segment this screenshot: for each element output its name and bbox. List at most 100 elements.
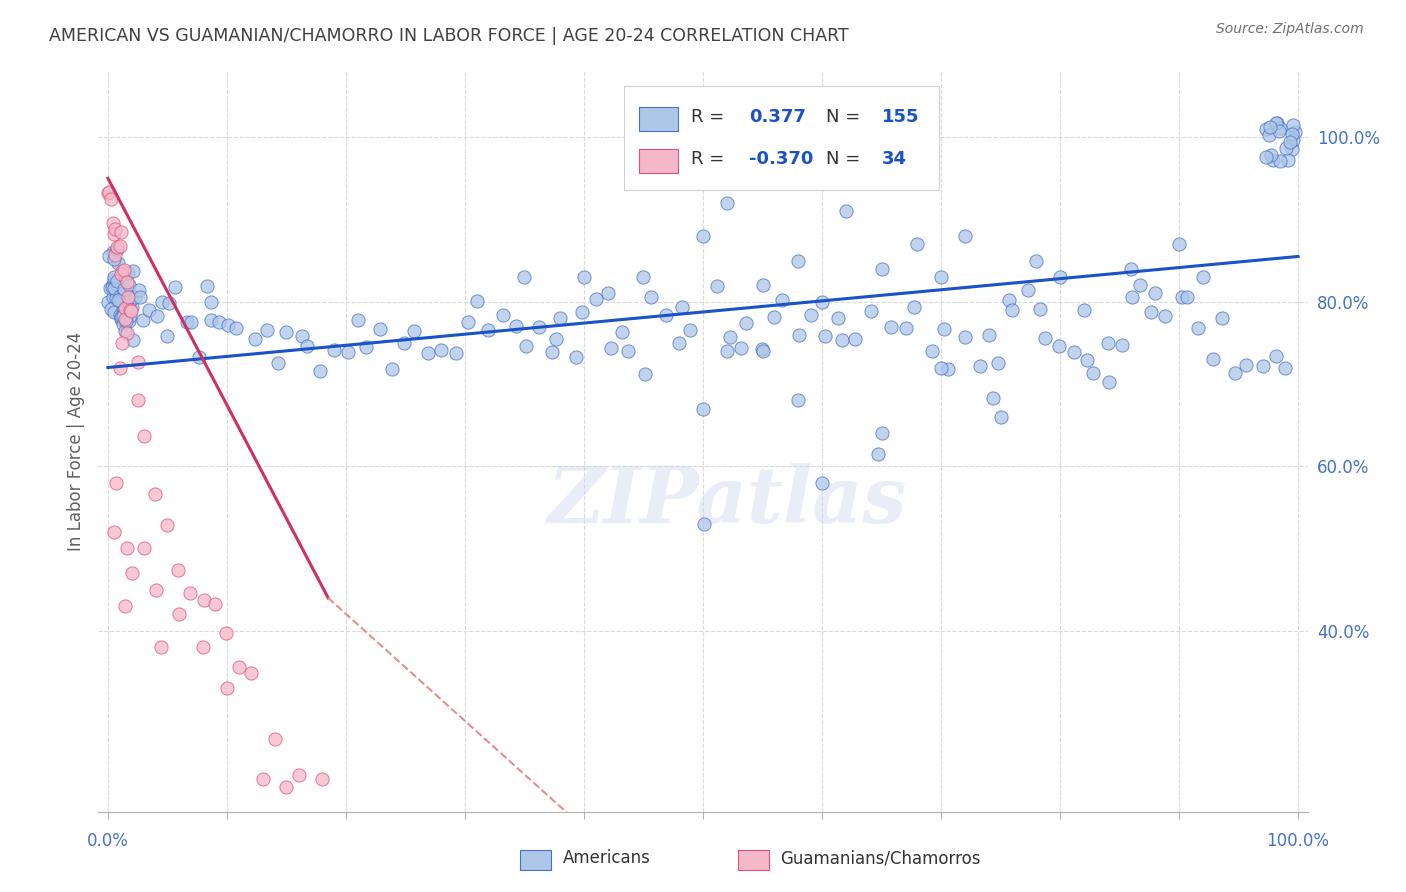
- Point: [1154, 309, 1177, 323]
- Point: [679, 323, 702, 337]
- Point: [977, 327, 1000, 342]
- Point: [103, 252, 125, 266]
- Text: N =: N =: [827, 151, 866, 169]
- Point: [100, 301, 122, 316]
- Point: [835, 204, 858, 219]
- Point: [617, 344, 640, 359]
- Point: [1121, 290, 1143, 304]
- Point: [143, 487, 166, 501]
- Text: N =: N =: [827, 108, 866, 127]
- Point: [929, 270, 952, 285]
- Point: [990, 409, 1012, 424]
- Point: [127, 355, 149, 369]
- Point: [118, 295, 141, 310]
- Point: [117, 326, 139, 340]
- Point: [1264, 116, 1286, 130]
- Point: [122, 264, 145, 278]
- Point: [870, 261, 893, 276]
- Point: [128, 283, 150, 297]
- Point: [1258, 128, 1281, 142]
- FancyBboxPatch shape: [624, 87, 939, 190]
- Point: [1025, 253, 1047, 268]
- Text: 0.377: 0.377: [749, 108, 806, 127]
- Point: [564, 350, 586, 364]
- Point: [811, 475, 834, 490]
- Text: 34: 34: [882, 151, 907, 169]
- Point: [110, 293, 132, 308]
- Point: [544, 331, 567, 345]
- Y-axis label: In Labor Force | Age 20-24: In Labor Force | Age 20-24: [66, 332, 84, 551]
- Point: [716, 196, 738, 211]
- Point: [541, 345, 564, 359]
- Point: [104, 221, 127, 235]
- Point: [1049, 270, 1071, 285]
- Point: [894, 321, 917, 335]
- Point: [515, 339, 537, 353]
- Point: [110, 267, 132, 281]
- Point: [129, 289, 152, 303]
- Point: [1111, 338, 1133, 352]
- Point: [880, 319, 903, 334]
- Point: [811, 294, 834, 309]
- Point: [831, 333, 853, 347]
- Point: [107, 256, 129, 270]
- Point: [215, 626, 238, 640]
- Point: [276, 325, 298, 339]
- Point: [118, 314, 141, 328]
- Point: [735, 316, 758, 330]
- Point: [114, 270, 136, 285]
- Point: [105, 242, 128, 256]
- Point: [239, 665, 262, 680]
- Point: [1251, 359, 1274, 373]
- Point: [585, 292, 607, 306]
- Point: [346, 313, 368, 327]
- Point: [787, 393, 810, 408]
- Point: [103, 281, 125, 295]
- Point: [115, 276, 138, 290]
- Point: [1275, 141, 1298, 155]
- Point: [381, 361, 404, 376]
- Point: [929, 360, 952, 375]
- Point: [110, 312, 132, 326]
- Text: -0.370: -0.370: [749, 151, 813, 169]
- Point: [215, 681, 238, 696]
- Point: [640, 290, 662, 304]
- Point: [101, 245, 124, 260]
- Text: Guamanians/Chamorros: Guamanians/Chamorros: [780, 849, 981, 867]
- Point: [1029, 301, 1052, 316]
- Point: [114, 267, 136, 281]
- Point: [1171, 290, 1194, 304]
- Point: [477, 323, 499, 337]
- Point: [97, 186, 120, 201]
- Point: [1211, 311, 1233, 326]
- Point: [267, 356, 290, 370]
- Point: [105, 291, 128, 305]
- Point: [112, 303, 135, 318]
- Bar: [638, 107, 678, 130]
- Text: 100.0%: 100.0%: [1267, 832, 1330, 850]
- Point: [1187, 321, 1209, 335]
- Point: [103, 269, 125, 284]
- Point: [599, 341, 621, 355]
- Point: [225, 320, 247, 334]
- Point: [1258, 120, 1281, 135]
- Point: [1076, 352, 1098, 367]
- Point: [692, 401, 714, 416]
- Point: [1254, 150, 1277, 164]
- Point: [103, 273, 125, 287]
- Point: [169, 607, 191, 622]
- Point: [200, 295, 222, 310]
- Point: [770, 293, 793, 307]
- Point: [693, 516, 716, 531]
- Point: [429, 343, 451, 358]
- Point: [903, 300, 925, 314]
- Point: [1033, 331, 1056, 345]
- Point: [1049, 339, 1071, 353]
- Point: [108, 308, 131, 322]
- Point: [418, 346, 440, 360]
- Point: [118, 310, 141, 324]
- Point: [138, 302, 160, 317]
- Point: [193, 593, 215, 607]
- Point: [1097, 335, 1119, 350]
- Point: [1140, 305, 1163, 319]
